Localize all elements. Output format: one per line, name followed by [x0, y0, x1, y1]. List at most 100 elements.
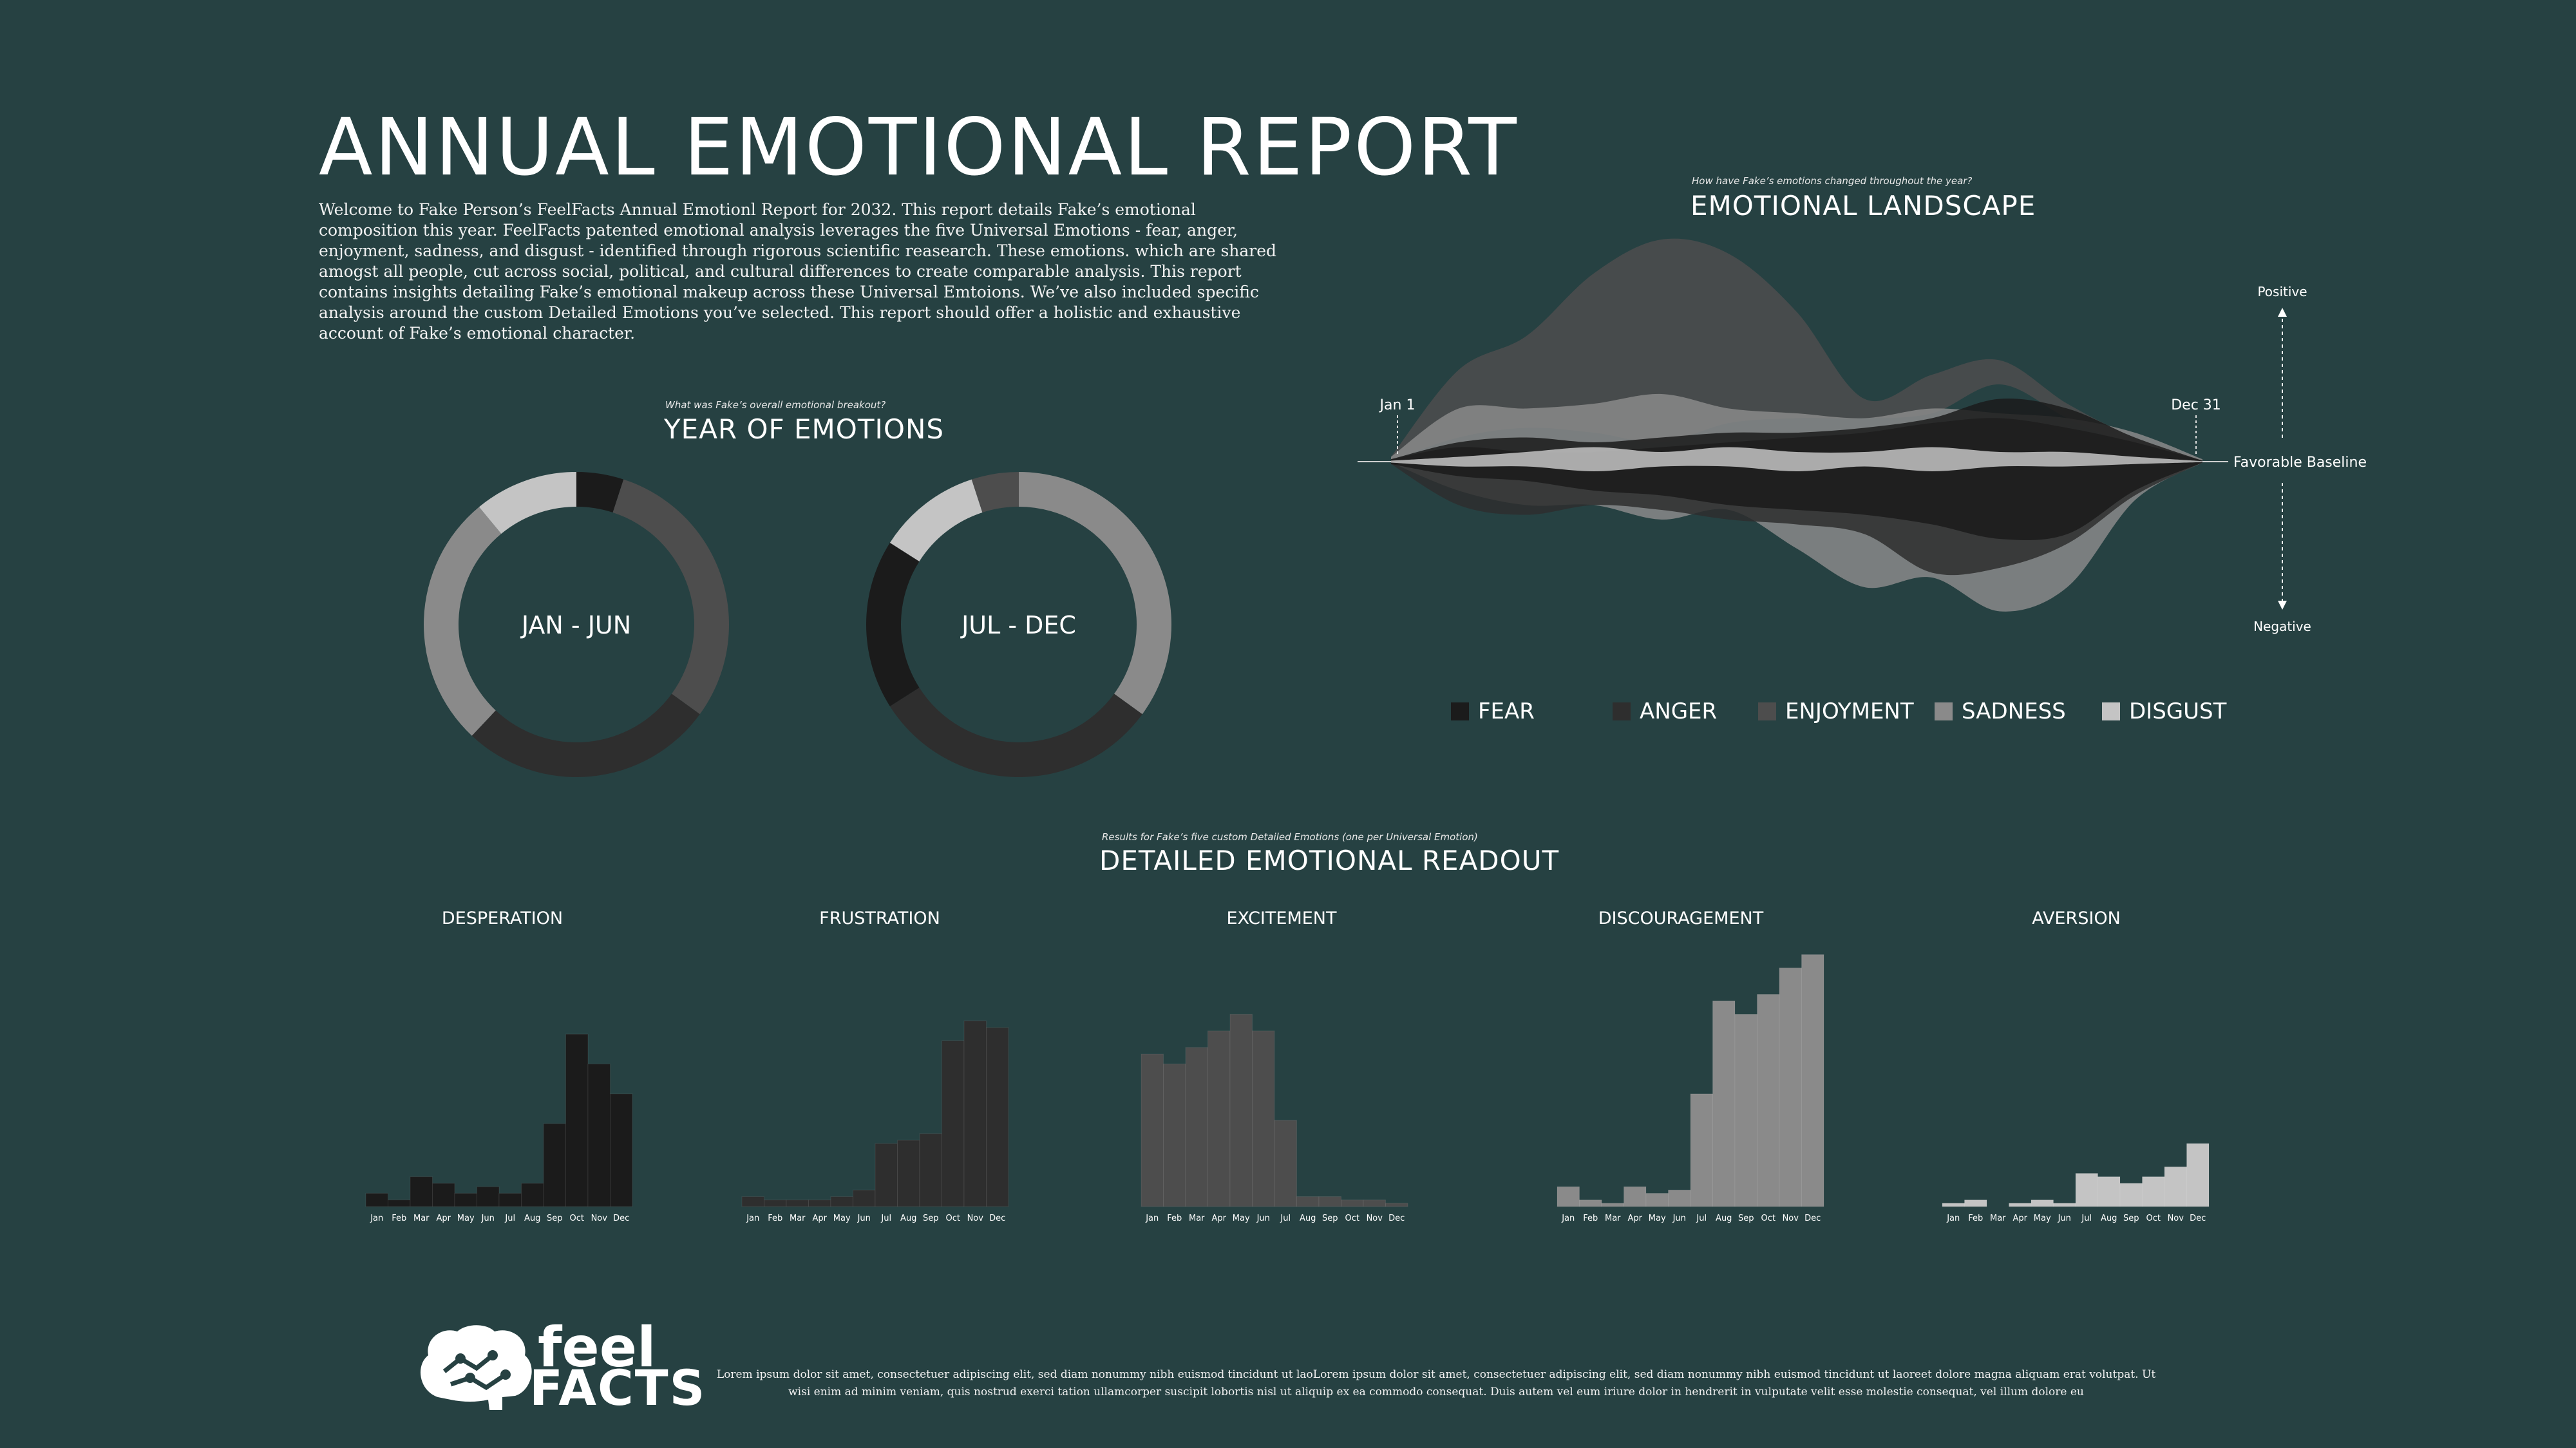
bar-tick-label: Jul [1696, 1214, 1707, 1223]
bar-mar [786, 1199, 809, 1207]
bar-aug [2098, 1176, 2121, 1207]
donut-center-label: JUL - DEC [960, 611, 1076, 639]
bar-jun [1668, 1189, 1691, 1207]
legend-swatch-fear [1451, 702, 1469, 720]
bar-tick-label: May [1649, 1214, 1666, 1223]
bar-tick-label: Mar [1189, 1214, 1205, 1223]
bar-nov [587, 1064, 611, 1207]
bar-dec [1801, 954, 1824, 1207]
stream-end-label: Dec 31 [2171, 397, 2221, 413]
bar-tick-label: Apr [1628, 1214, 1643, 1223]
donut-center-label: JAN - JUN [520, 611, 631, 639]
bar-sep [919, 1133, 942, 1207]
legend-swatch-anger [1613, 702, 1631, 720]
bar-tick-label: Nov [967, 1214, 984, 1223]
bar-aug [897, 1140, 920, 1207]
bar-jan [741, 1196, 764, 1207]
bar-tick-label: Apr [813, 1214, 828, 1223]
logo-feel-text: feel [538, 1315, 656, 1380]
bar-oct [1757, 993, 1780, 1207]
bar-apr [1624, 1186, 1647, 1207]
bar-tick-label: Jan [1145, 1214, 1159, 1223]
bar-jul [2075, 1173, 2098, 1207]
bar-tick-label: Feb [768, 1214, 782, 1223]
bar-apr [1208, 1030, 1231, 1207]
bar-tick-label: Jan [1946, 1214, 1960, 1223]
bar-feb [388, 1199, 411, 1207]
bar-tick-label: Nov [591, 1214, 608, 1223]
bar-tick-label: Dec [2190, 1214, 2206, 1223]
bar-tick-label: Jun [1672, 1214, 1686, 1223]
bar-feb [764, 1199, 787, 1207]
bar-tick-label: Mar [790, 1214, 806, 1223]
bar-sep [1734, 1013, 1757, 1207]
bar-jun [1252, 1030, 1275, 1207]
bar-chart-title: FRUSTRATION [819, 908, 940, 928]
legend-swatch-sadness [1935, 702, 1953, 720]
bar-nov [1363, 1199, 1386, 1207]
bar-tick-label: Jan [370, 1214, 383, 1223]
donut-slice-disgust [478, 472, 576, 534]
bar-tick-label: Feb [1583, 1214, 1598, 1223]
bar-jan [1942, 1203, 1965, 1207]
bar-jul [1690, 1093, 1713, 1207]
donut-charts: JAN - JUN JUL - DEC [424, 472, 1171, 777]
legend-label-sadness: SADNESS [1962, 699, 2066, 724]
bar-chart-title: AVERSION [2032, 908, 2121, 928]
bar-tick-label: Nov [1783, 1214, 1799, 1223]
legend-swatch-disgust [2102, 702, 2120, 720]
bar-tick-label: Apr [2013, 1214, 2028, 1223]
bar-nov [2164, 1166, 2187, 1207]
bar-tick-label: Sep [2123, 1214, 2139, 1223]
bar-tick-label: Nov [1367, 1214, 1383, 1223]
bar-tick-label: Oct [570, 1214, 584, 1223]
bar-jun [2053, 1203, 2076, 1207]
bar-tick-label: Jul [1280, 1214, 1291, 1223]
bar-apr [808, 1199, 831, 1207]
landscape-kicker: How have Fake’s emotions changed through… [1692, 175, 1973, 187]
bar-nov [1779, 967, 1802, 1207]
bar-tick-label: Apr [1212, 1214, 1227, 1223]
bar-may [1229, 1013, 1253, 1207]
bar-chart-excitement: EXCITEMENT Jan Feb Mar Apr May Jun Jul Aug Sep Oct… [1141, 908, 1408, 1223]
bar-tick-label: Feb [1968, 1214, 1983, 1223]
bar-tick-label: May [833, 1214, 851, 1223]
bar-dec [2186, 1143, 2210, 1207]
year-kicker: What was Fake’s overall emotional breako… [665, 399, 886, 411]
bar-nov [963, 1020, 987, 1207]
bar-tick-label: Jan [1561, 1214, 1575, 1223]
bar-tick-label: Jun [481, 1214, 495, 1223]
bar-tick-label: Feb [1167, 1214, 1182, 1223]
bar-jan [1557, 1186, 1580, 1207]
bar-mar [410, 1176, 433, 1207]
negative-arrow-icon [2278, 601, 2287, 610]
donut-slice-enjoyment [971, 472, 1019, 512]
positive-label: Positive [2257, 284, 2307, 299]
bar-tick-label: May [1233, 1214, 1250, 1223]
bar-tick-label: Jul [880, 1214, 891, 1223]
bar-may [2031, 1199, 2054, 1207]
bar-chart-title: EXCITEMENT [1226, 908, 1337, 928]
bar-jul [1274, 1120, 1297, 1207]
bar-tick-label: Mar [1990, 1214, 2006, 1223]
bar-feb [1579, 1199, 1602, 1207]
bar-tick-label: Jun [1256, 1214, 1270, 1223]
positive-arrow-icon [2278, 308, 2287, 317]
bar-dec [610, 1093, 633, 1207]
legend-label-anger: ANGER [1640, 699, 1717, 724]
bar-jun [477, 1186, 500, 1207]
bar-chart-aversion: AVERSION Jan Feb Mar Apr May Jun Jul Aug Sep Oct No… [1942, 908, 2210, 1223]
bar-mar [1185, 1047, 1208, 1207]
bar-tick-label: Sep [1738, 1214, 1754, 1223]
streamgraph-chart: Jan 1 Dec 31 Favorable Baseline Positive Neg… [1358, 238, 2367, 724]
bar-tick-label: Jun [857, 1214, 871, 1223]
bar-jul [498, 1192, 522, 1207]
stream-disgust [1391, 447, 2202, 471]
bar-dec [986, 1027, 1009, 1207]
bar-apr [432, 1183, 455, 1207]
footer-text: Lorem ipsum dolor sit amet, consectetuer… [716, 1368, 2156, 1398]
donut-slice-sadness [424, 507, 502, 736]
stream-start-label: Jan 1 [1379, 397, 1416, 413]
brain-logo-icon [421, 1325, 532, 1410]
bar-chart-frustration: FRUSTRATION Jan Feb Mar Apr May Jun Jul Aug Sep Oc… [741, 908, 1009, 1223]
